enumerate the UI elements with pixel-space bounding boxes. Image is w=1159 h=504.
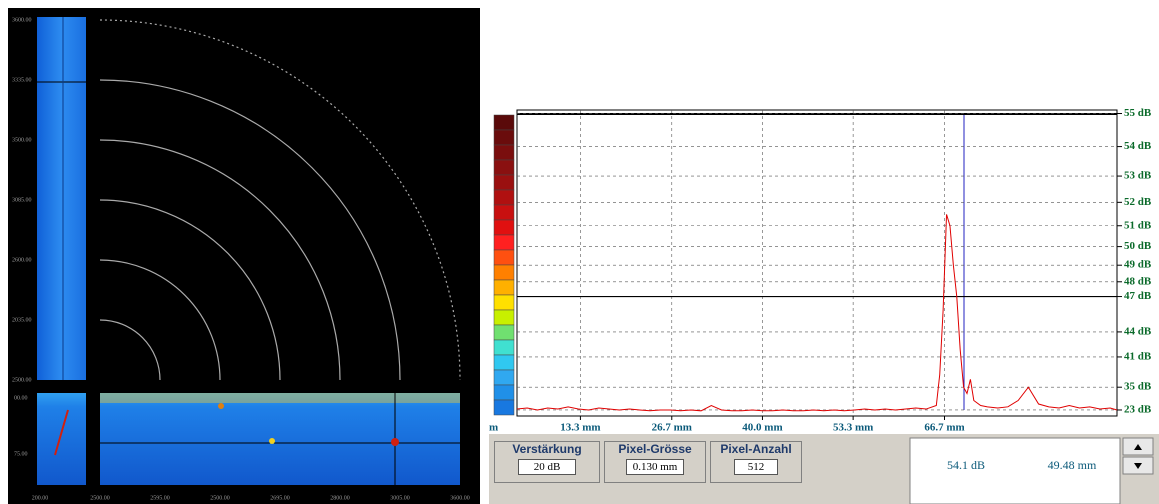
color-scale [494, 145, 514, 160]
color-scale [494, 130, 514, 145]
scan-x-label: 2695.00 [270, 495, 290, 501]
b-scan [100, 393, 460, 485]
x-label-cut: m [489, 422, 498, 434]
color-scale [494, 295, 514, 310]
scan-x-label: 3005.00 [390, 495, 410, 501]
color-scale [494, 265, 514, 280]
scan-y-label: 3085.00 [12, 197, 32, 203]
x-tick-label: 40.0 mm [742, 422, 782, 434]
color-scale [494, 175, 514, 190]
color-scale [494, 160, 514, 175]
plot-frame [517, 110, 1117, 416]
color-scale [494, 235, 514, 250]
x-tick-label: 26.7 mm [652, 422, 692, 434]
y-tick-label: 47 dB [1124, 290, 1152, 302]
color-scale [494, 220, 514, 235]
indication [269, 438, 275, 444]
color-scale [494, 310, 514, 325]
y-tick-label: 54 dB [1124, 140, 1152, 152]
scan-y-label: 3335.00 [12, 77, 32, 83]
y-tick-label: 55 dB [1124, 107, 1152, 119]
y-tick-label: 23 dB [1124, 404, 1152, 416]
scan-y-label: 2500.00 [12, 377, 32, 383]
color-scale [494, 325, 514, 340]
bscan-y-label: 75.00 [14, 451, 28, 457]
y-tick-label: 49 dB [1124, 259, 1152, 271]
y-tick-label: 53 dB [1124, 170, 1152, 182]
label: Verstärkung [495, 442, 599, 456]
scan-x-label: 200.00 [32, 495, 49, 501]
color-scale [494, 280, 514, 295]
y-tick-label: 41 dB [1124, 350, 1152, 362]
indication [391, 438, 399, 446]
scan-x-label: 2500.00 [90, 495, 110, 501]
readout-position: 49.48 mm [1048, 458, 1097, 472]
color-scale [494, 190, 514, 205]
pixel-size-box: Pixel-Grösse 0.130 mm [604, 441, 706, 483]
scan-x-label: 2800.00 [330, 495, 350, 501]
color-scale [494, 355, 514, 370]
scan-y-label: 3500.00 [12, 137, 32, 143]
surface-echo [100, 393, 460, 403]
gain-box: Verstärkung 20 dB [494, 441, 600, 483]
scan-x-label: 2500.00 [210, 495, 230, 501]
y-tick-label: 44 dB [1124, 325, 1152, 337]
x-tick-label: 53.3 mm [833, 422, 873, 434]
gain-value[interactable]: 20 dB [518, 459, 576, 475]
pixel-size-value[interactable]: 0.130 mm [626, 459, 684, 475]
scan-x-label: 2595.00 [150, 495, 170, 501]
color-scale [494, 370, 514, 385]
scan-y-label: 2600.00 [12, 257, 32, 263]
b-scan-side [37, 393, 86, 485]
color-scale [494, 400, 514, 415]
page: m 54.1 dB 49.48 mm 3600.00 3335.00 3500.00… [0, 0, 1159, 504]
color-scale [494, 385, 514, 400]
x-tick-label: 66.7 mm [924, 422, 964, 434]
pixel-count-value[interactable]: 512 [734, 459, 778, 475]
label: Pixel-Grösse [605, 442, 705, 456]
x-tick-label: 13.3 mm [560, 422, 600, 434]
y-tick-label: 50 dB [1124, 240, 1152, 252]
indication [218, 403, 224, 409]
color-scale [494, 340, 514, 355]
y-tick-label: 51 dB [1124, 219, 1152, 231]
color-scale [494, 250, 514, 265]
color-scale [494, 115, 514, 130]
screen: m 54.1 dB 49.48 mm 3600.00 3335.00 3500.00… [0, 0, 1159, 504]
readout-amplitude: 54.1 dB [947, 458, 985, 472]
y-tick-label: 35 dB [1124, 381, 1152, 393]
scan-y-label: 3600.00 [12, 17, 32, 23]
y-tick-label: 48 dB [1124, 275, 1152, 287]
color-scale [494, 205, 514, 220]
c-scan [37, 17, 86, 380]
scan-y-label: 2035.00 [12, 317, 32, 323]
scan-x-label: 3600.00 [450, 495, 470, 501]
label: Pixel-Anzahl [711, 442, 801, 456]
bscan-y-label: 00.00 [14, 395, 28, 401]
y-tick-label: 52 dB [1124, 196, 1152, 208]
pixel-count-box: Pixel-Anzahl 512 [710, 441, 802, 483]
